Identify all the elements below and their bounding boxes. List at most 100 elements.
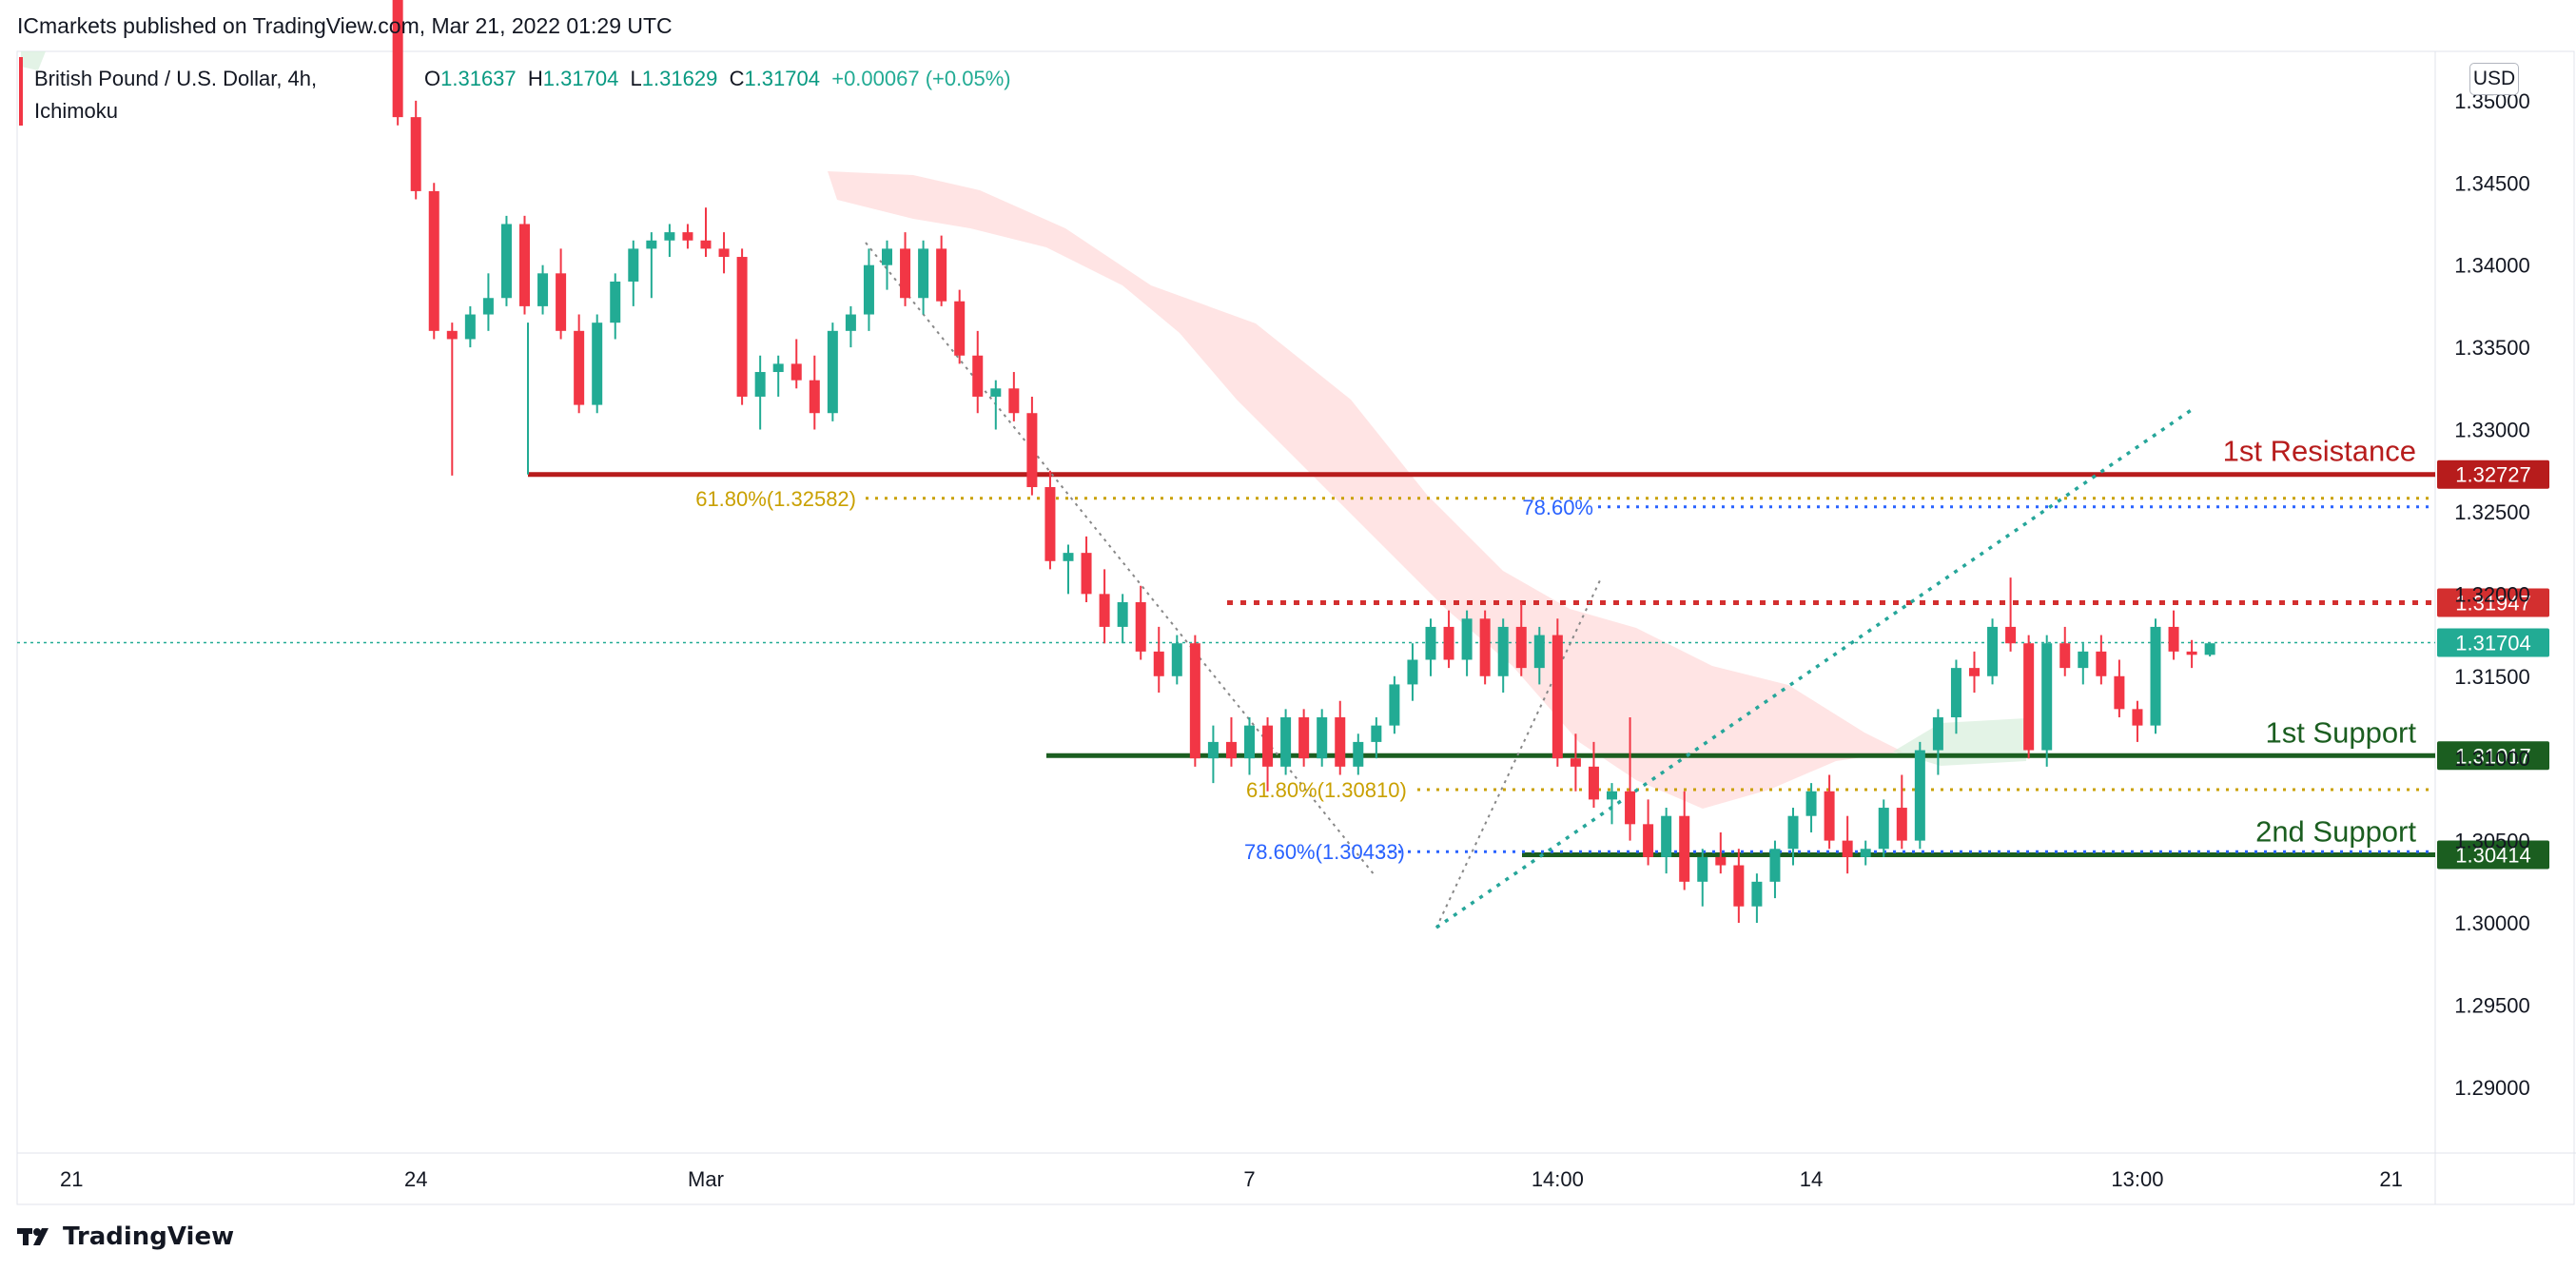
price-tag: 1.30414	[2455, 843, 2531, 867]
candle-body	[809, 380, 820, 414]
x-tick-label: 21	[2379, 1167, 2402, 1191]
y-tick-label: 1.32000	[2454, 582, 2530, 606]
candle-body	[1479, 618, 1491, 676]
price-tag: 1.31017	[2455, 744, 2531, 768]
candle-body	[1443, 626, 1454, 660]
candle-body	[2168, 626, 2179, 652]
candle-body	[1425, 626, 1436, 660]
low-value: 1.31629	[641, 67, 718, 90]
candle-body	[1805, 791, 1817, 816]
candle-body	[610, 281, 621, 323]
y-tick-label: 1.29500	[2454, 993, 2530, 1017]
trend-lines	[865, 242, 2194, 929]
chart-grid	[16, 50, 2576, 1205]
indicator-name[interactable]: Ichimoku	[34, 99, 119, 123]
candle-body	[1860, 849, 1871, 857]
candle-body	[2078, 651, 2089, 669]
candle-body	[1643, 824, 1654, 857]
price-tag: 1.32727	[2455, 463, 2531, 487]
candle-body	[1679, 815, 1690, 882]
level-labels: 1.32727 1st Resistance 1.31947 1.31704 1.310…	[695, 435, 2549, 870]
x-tick-label: 14	[1800, 1167, 1823, 1191]
y-tick-label: 1.30000	[2454, 911, 2530, 935]
cloud-bearish	[828, 171, 1903, 809]
candle-body	[410, 117, 421, 191]
candle-body	[519, 224, 530, 306]
y-tick-label: 1.32500	[2454, 500, 2530, 524]
x-tick-label: 14:00	[1532, 1167, 1584, 1191]
candle-body	[628, 248, 639, 282]
cloud-bullish-left	[21, 51, 46, 70]
x-tick-label: 13:00	[2111, 1167, 2163, 1191]
candle-body	[1625, 791, 1636, 825]
symbol-title[interactable]: British Pound / U.S. Dollar, 4h,	[34, 67, 318, 90]
ichimoku-cloud	[21, 51, 2026, 809]
candle-body	[1787, 815, 1799, 850]
candle-body	[1842, 840, 1853, 857]
close-label: C	[729, 67, 745, 90]
x-tick-label: Mar	[688, 1167, 724, 1191]
candle-body	[1153, 651, 1164, 676]
trendline-up	[1435, 407, 2194, 929]
currency-button[interactable]: USD	[2469, 63, 2519, 95]
candle-body	[1661, 815, 1672, 857]
high-value: 1.31704	[542, 67, 619, 90]
candle-body	[1280, 716, 1292, 767]
candle-body	[936, 248, 947, 302]
levels	[17, 323, 2435, 857]
candle-body	[574, 330, 585, 405]
y-tick-label: 1.29000	[2454, 1076, 2530, 1100]
fib-swing-up	[1435, 579, 1601, 929]
candle-body	[1950, 668, 1961, 717]
level-label: 2nd Support	[2255, 814, 2416, 848]
candle-body	[1588, 766, 1599, 800]
candle-body	[2059, 643, 2071, 669]
fib-label: 61.80%(1.32582)	[695, 487, 856, 511]
candle-body	[990, 388, 1002, 397]
candle-body	[464, 314, 476, 340]
candle-body	[2041, 643, 2053, 751]
candle-body	[772, 363, 784, 373]
candle-body	[1969, 668, 1980, 676]
candle-body	[718, 248, 730, 258]
candle-body	[736, 257, 748, 397]
candle-body	[1878, 808, 1889, 850]
candle-body	[700, 240, 712, 249]
price-tag-bg	[2437, 741, 2549, 771]
candle-body	[1353, 741, 1364, 767]
candle-body	[1081, 553, 1092, 595]
y-tick-label: 1.30500	[2454, 830, 2530, 853]
candle-body	[1189, 643, 1200, 759]
candle-body	[2114, 675, 2125, 710]
cloud-bullish	[1893, 718, 2026, 766]
candle-body	[863, 264, 874, 315]
candle-body	[1497, 626, 1509, 676]
candle-body	[682, 232, 693, 241]
candle-body	[972, 355, 984, 397]
y-tick-label: 1.31500	[2454, 665, 2530, 689]
price-tag: 1.31947	[2455, 592, 2531, 616]
candle-body	[428, 190, 439, 331]
price-tag-bg	[2437, 628, 2549, 657]
candle-body	[1171, 643, 1182, 676]
fib-label: 61.80%(1.30810)	[1246, 778, 1407, 802]
open-label: O	[424, 67, 441, 90]
candle-body	[2005, 626, 2017, 644]
candle-body	[1317, 716, 1328, 759]
candle-body	[2150, 626, 2161, 726]
ohlc-values: O1.31637 H1.31704 L1.31629 C1.31704 +0.0…	[424, 67, 1011, 91]
candle-body	[1244, 725, 1255, 759]
price-tag: 1.31704	[2455, 632, 2531, 655]
candle-body	[1207, 741, 1219, 759]
candle-body	[592, 323, 603, 405]
footer-brand[interactable]: TradingView	[17, 1222, 234, 1251]
axes: 1.350001.345001.340001.335001.330001.325…	[60, 89, 2530, 1191]
y-tick-label: 1.31000	[2454, 747, 2530, 771]
fib-label: 78.60%(1.30433)	[1244, 840, 1405, 864]
price-tag-bg	[2437, 840, 2549, 870]
candle-body	[1697, 856, 1708, 882]
fib-label: 78.60%	[1522, 496, 1593, 519]
candle-body	[918, 248, 929, 299]
candle-body	[2204, 643, 2215, 655]
